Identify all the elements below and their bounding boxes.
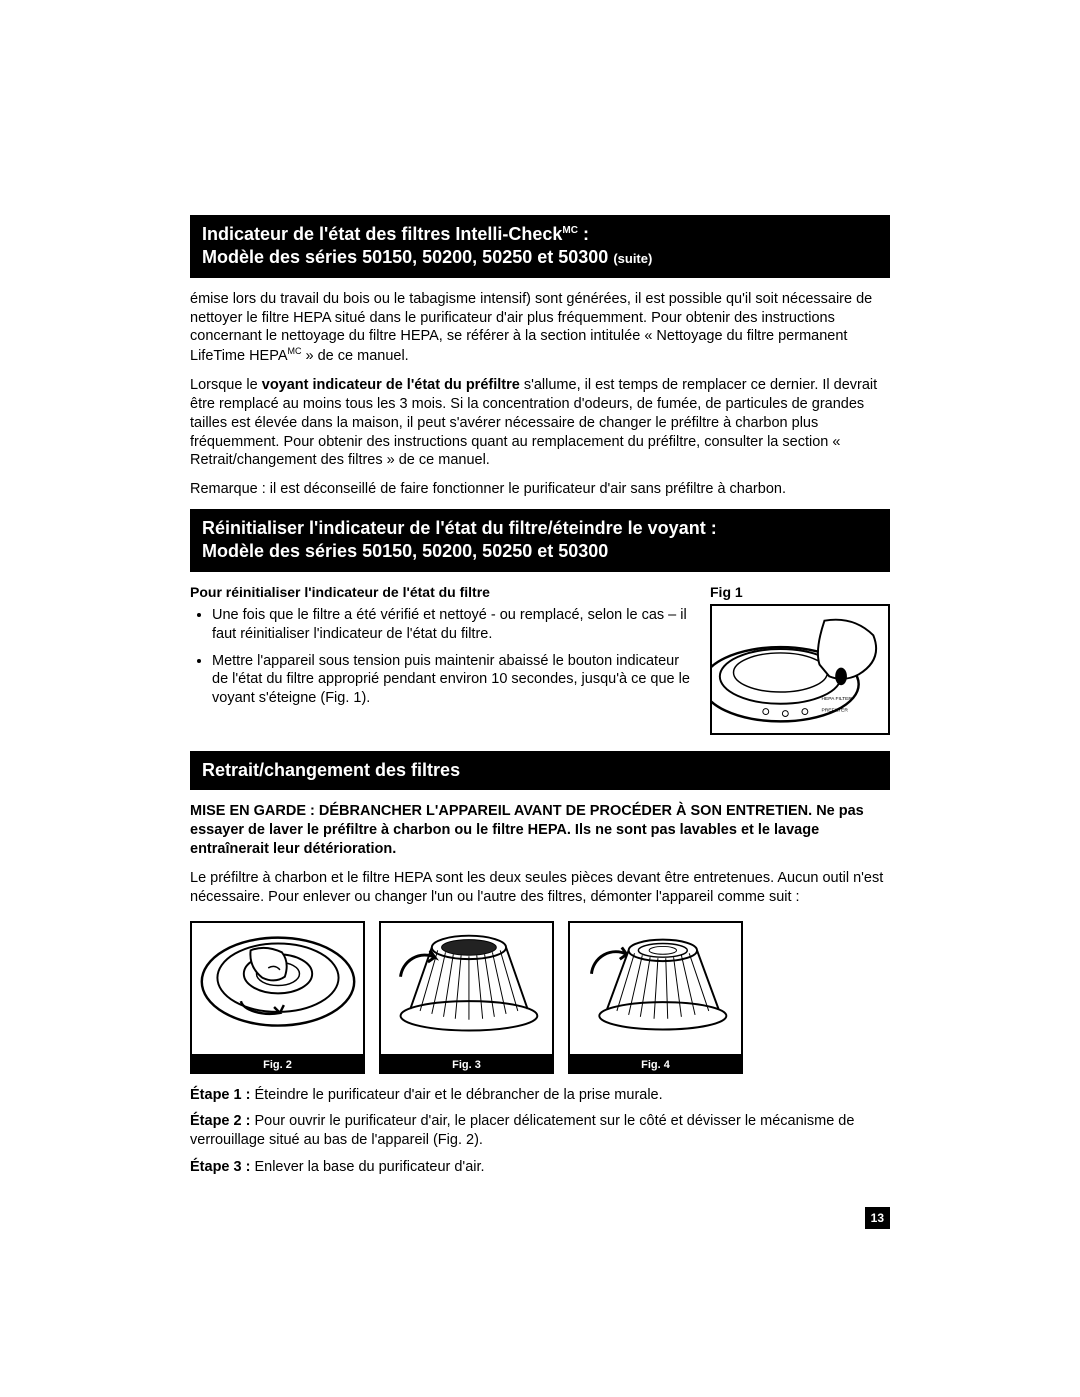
step2-text: Pour ouvrir le purificateur d'air, le pl… [190,1113,854,1148]
step-1: Étape 1 : Éteindre le purificateur d'air… [190,1086,890,1105]
reset-bullet-2: Mettre l'appareil sous tension puis main… [212,652,694,709]
step1-label: Étape 1 : [190,1087,254,1103]
fig3-box [379,921,554,1056]
header1-line1-post: : [578,224,589,244]
step-3: Étape 3 : Enlever la base du purificateu… [190,1158,890,1177]
step3-label: Étape 3 : [190,1159,254,1175]
header1-line2: Modèle des séries 50150, 50200, 50250 et… [202,246,878,269]
fig3-cell: Fig. 3 [379,917,554,1074]
para1-post: » de ce manuel. [302,348,409,364]
para2-bold: voyant indicateur de l'état du préfiltre [262,377,520,393]
step3-text: Enlever la base du purificateur d'air. [254,1159,484,1175]
fig4-box [568,921,743,1056]
header3-line: Retrait/changement des filtres [202,759,878,782]
svg-text:HEPA FILTER: HEPA FILTER [822,696,853,702]
paragraph-4: Le préfiltre à charbon et le filtre HEPA… [190,869,890,907]
header1-line2-pre: Modèle des séries 50150, 50200, 50250 et… [202,247,613,267]
step2-label: Étape 2 : [190,1113,254,1129]
header1-sup: MC [562,225,578,236]
section-header-indicator: Indicateur de l'état des filtres Intelli… [190,215,890,278]
paragraph-2: Lorsque le voyant indicateur de l'état d… [190,376,890,470]
reset-heading: Pour réinitialiser l'indicateur de l'éta… [190,584,694,600]
warning-text: MISE EN GARDE : DÉBRANCHER L'APPAREIL AV… [190,802,890,859]
page-number: 13 [865,1207,890,1229]
reset-bullets: Une fois que le filtre a été vérifié et … [190,606,694,708]
header1-line1: Indicateur de l'état des filtres Intelli… [202,223,878,246]
reset-section: Pour réinitialiser l'indicateur de l'éta… [190,584,890,735]
reset-bullet-1: Une fois que le filtre a été vérifié et … [212,606,694,644]
reset-right-col: Fig 1 HEPA FILTER PREFILTER [710,584,890,735]
fig2-caption: Fig. 2 [190,1056,365,1074]
para2-pre: Lorsque le [190,377,262,393]
fig1-illustration: HEPA FILTER PREFILTER [712,606,888,733]
fig1-box: HEPA FILTER PREFILTER [710,604,890,735]
fig4-illustration [570,923,741,1035]
figure-row: Fig. 2 [190,917,890,1074]
section-header-reset: Réinitialiser l'indicateur de l'état du … [190,509,890,572]
fig1-label: Fig 1 [710,584,890,600]
fig4-caption: Fig. 4 [568,1056,743,1074]
header2-line1: Réinitialiser l'indicateur de l'état du … [202,517,878,540]
fig2-illustration [192,923,363,1035]
step1-text: Éteindre le purificateur d'air et le déb… [254,1087,662,1103]
reset-left-col: Pour réinitialiser l'indicateur de l'éta… [190,584,694,735]
para1-sup: MC [288,346,302,356]
fig2-box [190,921,365,1056]
header1-suite: (suite) [613,251,652,266]
fig2-cell: Fig. 2 [190,917,365,1074]
fig4-cell: Fig. 4 [568,917,743,1074]
svg-text:PREFILTER: PREFILTER [822,707,849,713]
section-header-retrait: Retrait/changement des filtres [190,751,890,790]
paragraph-1: émise lors du travail du bois ou le taba… [190,290,890,366]
fig3-illustration [381,923,552,1035]
header2-line2: Modèle des séries 50150, 50200, 50250 et… [202,540,878,563]
paragraph-3: Remarque : il est déconseillé de faire f… [190,480,890,499]
fig3-caption: Fig. 3 [379,1056,554,1074]
header1-line1-pre: Indicateur de l'état des filtres Intelli… [202,224,562,244]
step-2: Étape 2 : Pour ouvrir le purificateur d'… [190,1112,890,1150]
